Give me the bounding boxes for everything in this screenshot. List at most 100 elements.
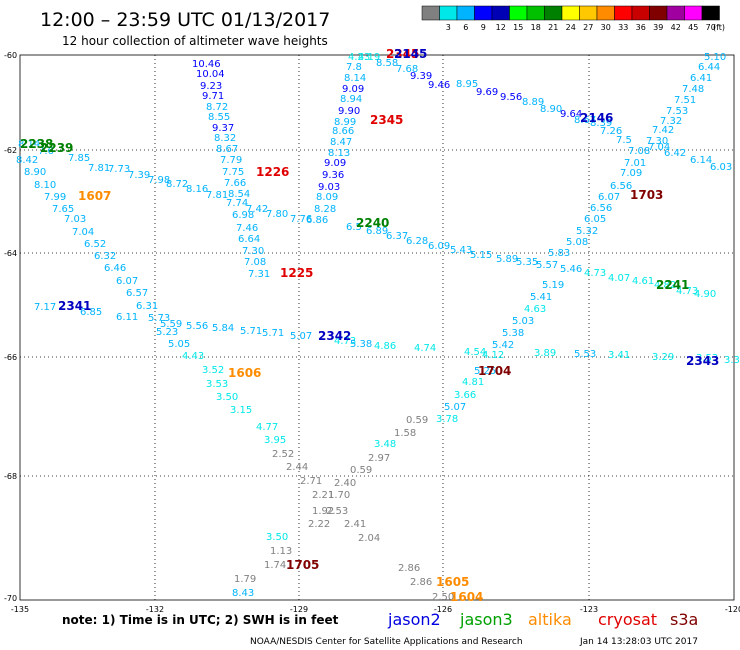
- color-scale-swatch: [614, 5, 633, 21]
- color-scale-label: 42: [671, 23, 681, 32]
- wave-height-value: 10.46: [192, 59, 221, 70]
- color-scale-label: 27: [583, 23, 593, 32]
- wave-height-value: 4.73: [584, 268, 606, 279]
- wave-height-value: 6.86: [306, 215, 328, 226]
- wave-height-value: 7.39: [128, 170, 150, 181]
- wave-height-value: 6.56: [610, 181, 632, 192]
- color-scale-label: 70: [706, 23, 716, 32]
- pass-time-label: 2342: [318, 329, 351, 343]
- wave-height-value: 5.05: [168, 339, 190, 350]
- wave-height-value: 5.43: [450, 245, 472, 256]
- wave-height-value: 5.38: [502, 328, 524, 339]
- wave-height-value: 6.07: [116, 276, 138, 287]
- wave-height-value: 5.71: [262, 328, 284, 339]
- wave-height-value: 7.53: [666, 106, 688, 117]
- satellite-legend-item: cryosat: [598, 610, 657, 629]
- wave-height-value: 7.85: [68, 153, 90, 164]
- wave-height-value: 6.42: [664, 148, 686, 159]
- wave-height-value: 9.09: [324, 158, 346, 169]
- wave-height-value: 7.80: [266, 209, 288, 220]
- wave-height-value: 2.86: [410, 577, 432, 588]
- color-scale-label: 9: [481, 23, 486, 32]
- color-scale-swatch: [526, 5, 545, 21]
- wave-height-value: 2.50: [432, 592, 454, 603]
- wave-height-value: 6.03: [710, 162, 732, 173]
- pass-time-label: 1607: [78, 189, 111, 203]
- wave-height-value: 6.44: [698, 62, 720, 73]
- page-title: 12:00 – 23:59 UTC 01/13/2017: [40, 9, 330, 31]
- wave-height-value: 8.47: [330, 137, 352, 148]
- color-scale-label: 21: [548, 23, 558, 32]
- wave-height-value: 6.11: [116, 312, 138, 323]
- footer-credit: NOAA/NESDIS Center for Satellite Applica…: [250, 637, 523, 647]
- wave-height-value: 4.73: [676, 286, 698, 297]
- wave-height-value: 5.32: [576, 226, 598, 237]
- color-scale-label: 33: [618, 23, 628, 32]
- wave-height-value: 7.09: [620, 168, 642, 179]
- pass-time-label: 2345: [370, 113, 403, 127]
- wave-height-value: 6.05: [584, 214, 606, 225]
- pass-time-label: 2345: [386, 47, 419, 61]
- wave-height-value: 8.43: [232, 588, 254, 599]
- wave-height-value: 9.37: [212, 123, 234, 134]
- wave-height-value: 8.99: [334, 117, 356, 128]
- longitude-tick-label: -129: [290, 605, 308, 614]
- wave-height-value: 2.22: [308, 519, 330, 530]
- wave-height-value: 5.38: [350, 339, 372, 350]
- wave-height-value: 8.89: [522, 97, 544, 108]
- wave-height-value: 7.42: [652, 125, 674, 136]
- wave-height-value: 5.07: [444, 402, 466, 413]
- wave-height-value: 8.94: [340, 94, 362, 105]
- wave-height-value: 1.79: [234, 574, 256, 585]
- wave-height-value: 6.07: [598, 192, 620, 203]
- wave-height-value: 5.15: [470, 250, 492, 261]
- wave-height-value: 7.03: [64, 214, 86, 225]
- pass-time-label: 2241: [656, 278, 689, 292]
- wave-height-value: 7.01: [624, 158, 646, 169]
- wave-height-value: 3.53: [696, 353, 718, 364]
- color-scale-label: 15: [513, 23, 523, 32]
- latitude-tick-label: -70: [4, 594, 17, 603]
- satellite-legend-item: altika: [528, 610, 572, 629]
- wave-height-value: 7.46: [236, 223, 258, 234]
- wave-height-value: 6.56: [590, 203, 612, 214]
- longitude-tick-label: -123: [580, 605, 598, 614]
- wave-height-value: 7.68: [396, 64, 418, 75]
- color-scale-swatch: [421, 5, 440, 21]
- wave-height-value: 6.5: [346, 222, 362, 233]
- wave-height-value: 5.83: [548, 248, 570, 259]
- wave-height-value: 1.58: [394, 428, 416, 439]
- wave-height-value: 7.31: [248, 269, 270, 280]
- latitude-labels: -60 -62 -64 -66 -68 -70: [4, 51, 17, 603]
- wave-height-value: 6.98: [232, 210, 254, 221]
- wave-height-value: 7.79: [220, 155, 242, 166]
- lat-lon-grid: [20, 55, 734, 600]
- wave-height-value: 2.40: [334, 478, 356, 489]
- wave-height-value: 9.23: [200, 81, 222, 92]
- wave-height-value: 2.52: [272, 449, 294, 460]
- wave-height-value: 6.32: [94, 251, 116, 262]
- wave-height-value: 4.63: [524, 304, 546, 315]
- footer-timestamp: Jan 14 13:28:03 UTC 2017: [579, 637, 698, 647]
- wave-height-value: 7.75: [222, 167, 244, 178]
- wave-height-value: 2.21: [312, 490, 334, 501]
- pass-time-label: 2343: [686, 354, 719, 368]
- wave-height-value: 8.16: [186, 184, 208, 195]
- wave-height-value: 9.36: [322, 170, 344, 181]
- wave-height-value: 3.95: [264, 435, 286, 446]
- satellite-legend: jason2 jason3 altika cryosat s3a: [387, 610, 698, 629]
- wave-height-value: 9.64: [560, 109, 582, 120]
- wave-height-value: 7.81: [88, 163, 110, 174]
- wave-height-value: 6.46: [104, 263, 126, 274]
- wave-height-value: 5.84: [212, 323, 234, 334]
- latitude-tick-label: -64: [4, 249, 17, 258]
- wave-height-value: 8.14: [18, 139, 40, 150]
- wave-height-value: 9.71: [202, 91, 224, 102]
- pass-time-label: 1605: [436, 575, 469, 589]
- wave-height-value: 1.13: [270, 546, 292, 557]
- wave-height-value: 7.51: [674, 95, 696, 106]
- wave-height-value: 8.09: [316, 192, 338, 203]
- wave-height-value: 7.30: [646, 136, 668, 147]
- color-scale-label: 24: [566, 23, 576, 32]
- wave-height-value: 7.5: [616, 135, 632, 146]
